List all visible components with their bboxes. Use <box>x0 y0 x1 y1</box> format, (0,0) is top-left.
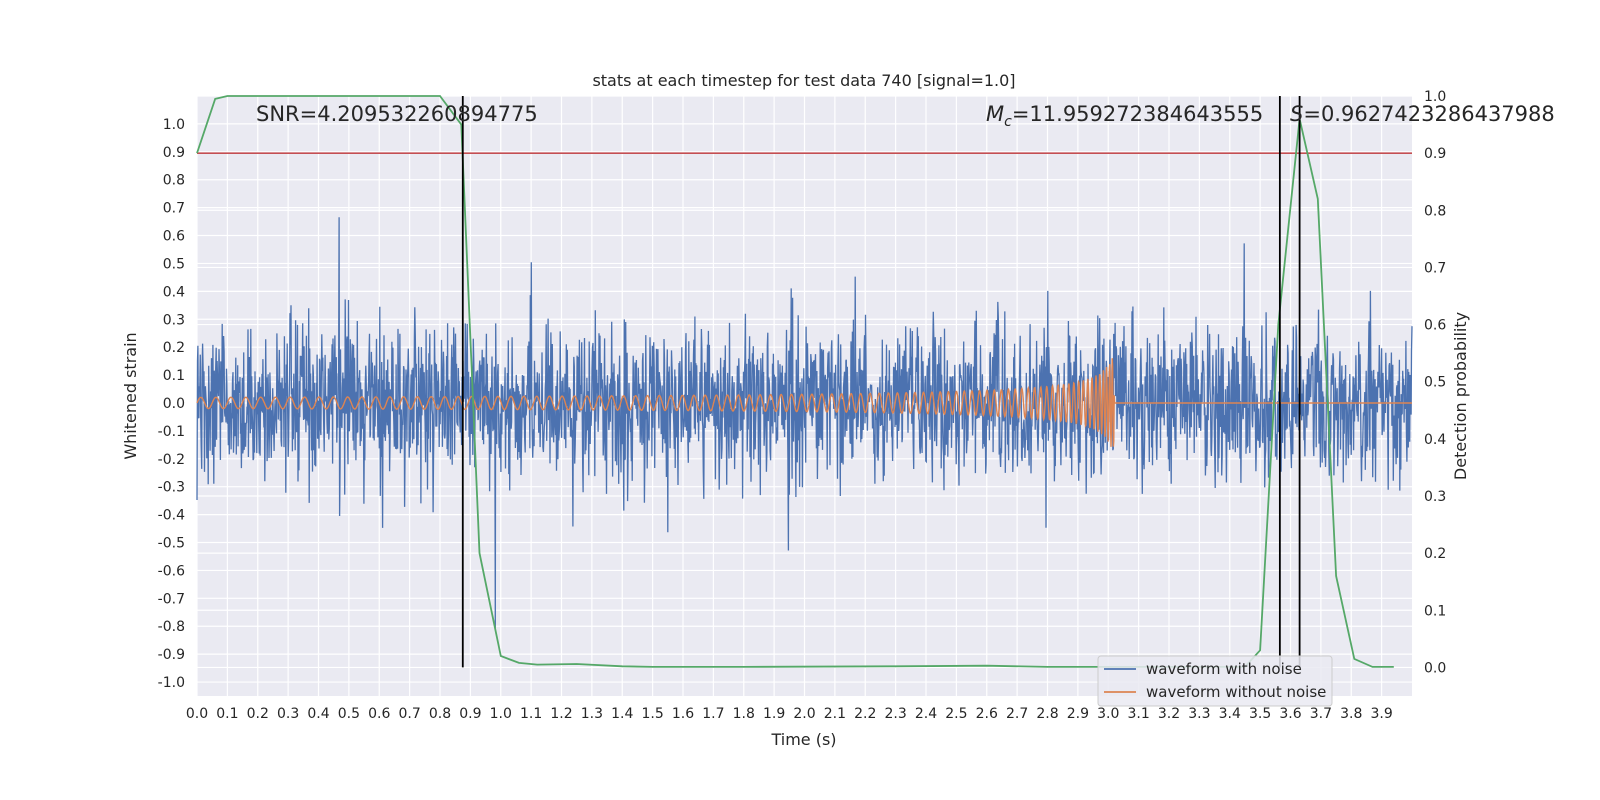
x-tick-label: 0.1 <box>216 706 238 722</box>
x-tick-label: 3.4 <box>1219 706 1241 722</box>
x-tick-label: 3.0 <box>1097 706 1119 722</box>
x-tick-label: 0.5 <box>338 706 360 722</box>
y-tick-label: 0.4 <box>163 284 185 300</box>
y-tick-label: 0.2 <box>163 340 185 356</box>
snr-annotation: SNR=4.209532260894775 <box>256 102 538 126</box>
y2-tick-label: 0.1 <box>1424 603 1446 619</box>
score-annotation: S=0.9627423286437988 <box>1290 102 1555 126</box>
x-tick-label: 2.2 <box>854 706 876 722</box>
x-tick-label: 3.8 <box>1340 706 1362 722</box>
mc-subscript: c <box>1004 114 1012 130</box>
x-tick-label: 1.4 <box>611 706 633 722</box>
legend-box <box>1097 655 1333 707</box>
y-axis-label: Whitened strain <box>121 332 140 459</box>
y2-axis-label: Detection probability <box>1451 312 1470 480</box>
x-tick-label: 3.9 <box>1370 706 1392 722</box>
x-tick-label: 0.8 <box>429 706 451 722</box>
x-tick-label: 1.7 <box>702 706 724 722</box>
x-tick-label: 1.9 <box>763 706 785 722</box>
x-tick-label: 2.7 <box>1006 706 1028 722</box>
y-tick-label: -0.6 <box>158 563 185 579</box>
y-tick-label: -0.2 <box>158 452 185 468</box>
x-tick-label: 0.3 <box>277 706 299 722</box>
x-tick-label: 1.1 <box>520 706 542 722</box>
y-tick-label: -0.7 <box>158 591 185 607</box>
y2-tick-label: 0.0 <box>1424 660 1446 676</box>
y-tick-label: 0.6 <box>163 229 185 245</box>
x-tick-label: 3.3 <box>1188 706 1210 722</box>
y2-tick-label: 0.3 <box>1424 489 1446 505</box>
noisy-waveform-line <box>196 217 1413 629</box>
y-tick-label: 0.0 <box>163 396 185 412</box>
x-tick-labels: 0.0 0.1 0.2 0.3 0.4 0.5 0.6 0.7 0.8 0.9 1.0 1.1 1.2 1… <box>186 706 1393 722</box>
x-tick-label: 2.6 <box>976 706 998 722</box>
x-tick-label: 0.4 <box>307 706 329 722</box>
x-tick-label: 1.3 <box>581 706 603 722</box>
y-tick-label: -0.9 <box>158 647 185 663</box>
y2-tick-label: 0.5 <box>1424 375 1446 391</box>
x-tick-label: 1.2 <box>550 706 572 722</box>
x-tick-label: 3.5 <box>1249 706 1271 722</box>
x-tick-label: 2.8 <box>1036 706 1058 722</box>
x-tick-label: 2.1 <box>824 706 846 722</box>
y-tick-label: 0.3 <box>163 312 185 328</box>
x-tick-label: 0.2 <box>247 706 269 722</box>
x-tick-label: 1.5 <box>641 706 663 722</box>
x-tick-label: 3.7 <box>1310 706 1332 722</box>
y2-tick-label: 0.7 <box>1424 260 1446 276</box>
y-tick-label: -0.3 <box>158 480 185 496</box>
y2-tick-label: 0.6 <box>1424 318 1446 334</box>
mc-value: =11.959272384643555 <box>1012 102 1263 126</box>
y-tick-label: -1.0 <box>158 675 185 691</box>
x-tick-label: 0.9 <box>459 706 481 722</box>
x-tick-label: 0.7 <box>398 706 420 722</box>
y2-tick-label: 0.2 <box>1424 546 1446 562</box>
y-tick-label: 0.9 <box>163 145 185 161</box>
y-tick-label: -0.8 <box>158 619 185 635</box>
x-tick-label: 3.1 <box>1127 706 1149 722</box>
y-tick-label: -0.4 <box>158 508 185 524</box>
y2-tick-label: 0.4 <box>1424 432 1446 448</box>
y-tick-label: -0.5 <box>158 536 185 552</box>
mc-symbol: M <box>986 102 1004 126</box>
y-tick-label: -0.1 <box>158 424 185 440</box>
x-tick-label: 0.6 <box>368 706 390 722</box>
plot-area <box>196 95 1413 668</box>
x-tick-label: 2.5 <box>945 706 967 722</box>
detection-probability-line <box>196 95 1394 668</box>
legend-label-noise: waveform with noise <box>1146 660 1302 678</box>
x-tick-label: 2.9 <box>1067 706 1089 722</box>
chart-title: stats at each timestep for test data 740… <box>592 71 1015 90</box>
x-tick-label: 2.0 <box>793 706 815 722</box>
y-tick-label: 0.7 <box>163 201 185 217</box>
y-tick-label: 0.5 <box>163 256 185 272</box>
legend: waveform with noise waveform without noi… <box>1097 655 1333 707</box>
x-tick-label: 3.6 <box>1279 706 1301 722</box>
x-tick-label: 1.6 <box>672 706 694 722</box>
chirp-mass-annotation: Mc=11.959272384643555 <box>986 102 1263 130</box>
y-tick-label: 0.1 <box>163 368 185 384</box>
x-tick-label: 2.3 <box>884 706 906 722</box>
y2-tick-label: 0.8 <box>1424 203 1446 219</box>
s-symbol: S <box>1290 102 1303 126</box>
x-tick-label: 1.0 <box>490 706 512 722</box>
y2-tick-label: 0.9 <box>1424 146 1446 162</box>
y-tick-label: 0.8 <box>163 173 185 189</box>
x-tick-label: 1.8 <box>733 706 755 722</box>
s-value: =0.9627423286437988 <box>1303 102 1554 126</box>
y-tick-label: 1.0 <box>163 117 185 133</box>
legend-label-clean: waveform without noise <box>1146 683 1326 701</box>
x-tick-label: 0.0 <box>186 706 208 722</box>
y2-tick-labels: 1.0 0.9 0.8 0.7 0.6 0.5 0.4 0.3 0.2 0.1 0.0 <box>1424 89 1446 676</box>
x-tick-label: 3.2 <box>1158 706 1180 722</box>
clean-waveform-line <box>196 358 1412 447</box>
y-tick-labels: 1.0 0.9 0.8 0.7 0.6 0.5 0.4 0.3 0.2 0.1 0.0 -0.1 -0.… <box>158 117 185 691</box>
x-tick-label: 2.4 <box>915 706 937 722</box>
x-axis-label: Time (s) <box>770 730 836 749</box>
y2-tick-label: 1.0 <box>1424 89 1446 105</box>
